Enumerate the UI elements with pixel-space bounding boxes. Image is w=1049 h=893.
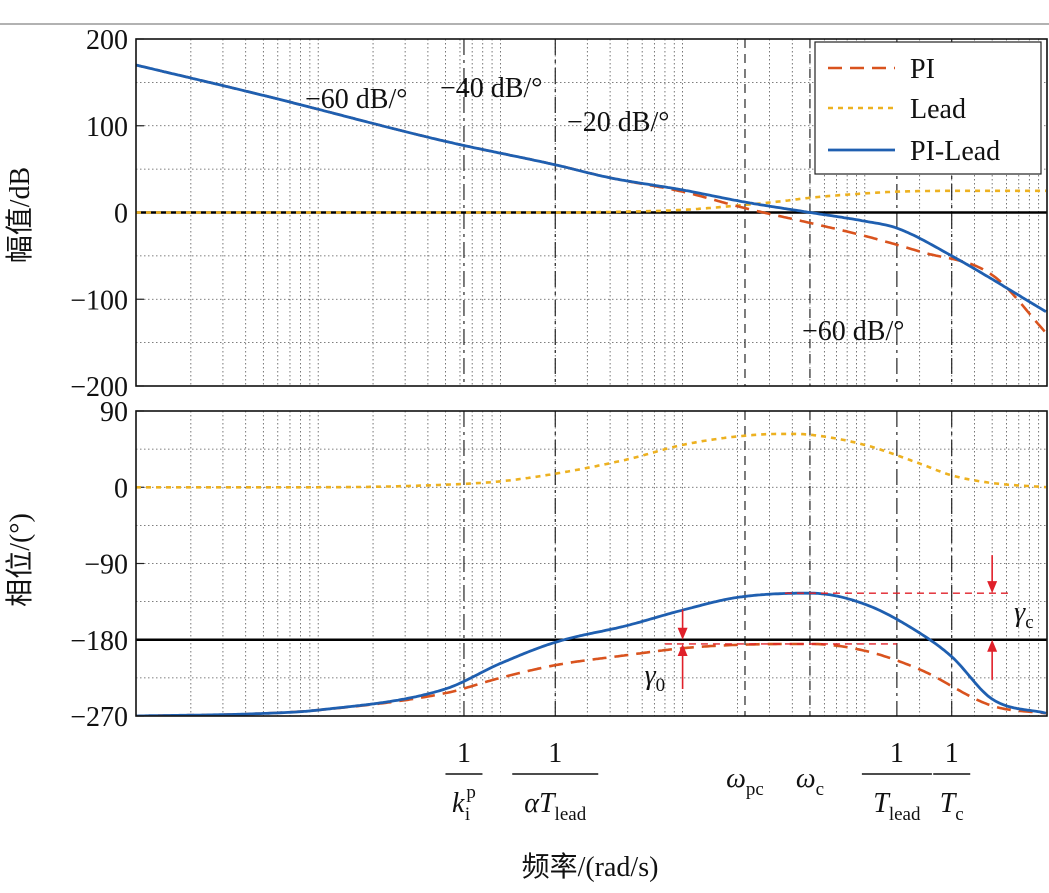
y-tick-label: −180 (70, 626, 128, 657)
series-lead-line (136, 189, 1046, 214)
axes-frame (135, 410, 1048, 717)
gamma0-arrow-top-head (677, 627, 688, 640)
marker-subscript: lead (555, 804, 587, 825)
series-lead-line (136, 432, 1047, 489)
magnitude-y-axis-label: 幅值/dB (4, 167, 36, 263)
y-tick-label: 200 (86, 25, 128, 56)
axes-frame (135, 38, 1048, 387)
legend-label-pi: PI (910, 54, 935, 85)
marker-numerator: 1 (457, 738, 471, 769)
marker-subscript: i (465, 804, 470, 825)
magnitude-panel: 200 100 0 −100 −200 (70, 25, 1048, 403)
legend-label-pi-lead: PI-Lead (910, 136, 1000, 167)
legend: PI Lead PI-Lead (814, 41, 1042, 175)
marker-superscript: p (466, 782, 476, 803)
marker-numerator: 1 (548, 738, 562, 769)
y-tick-label: 0 (114, 199, 128, 230)
gammac-subscript: c (1025, 612, 1033, 633)
y-tick-label: 0 (114, 473, 128, 504)
marker-numerator: 1 (945, 738, 959, 769)
y-tick-label: 100 (86, 112, 128, 143)
slope-annotation-3: −20 dB/° (567, 107, 669, 138)
legend-label-lead: Lead (910, 94, 966, 125)
slope-annotation-4: −60 dB/° (802, 316, 904, 347)
marker-subscript: c (955, 804, 963, 825)
marker-numerator: 1 (890, 738, 904, 769)
gamma0-subscript: 0 (656, 675, 666, 696)
marker-subscript: c (816, 779, 824, 800)
series-pi-lead-line (136, 591, 1047, 716)
y-tick-label: 90 (100, 397, 128, 428)
y-tick-label: −200 (70, 372, 128, 403)
gammac-arrow-top-head (987, 581, 998, 594)
y-tick-label: −90 (84, 550, 128, 581)
slope-annotation-2: −40 dB/° (440, 73, 542, 104)
gammac-arrow-bottom-head (987, 639, 998, 652)
y-tick-label: −100 (70, 285, 128, 316)
series-pi-lead-line (136, 63, 1047, 313)
slope-annotation-1: −60 dB/° (305, 84, 407, 115)
marker-subscript: lead (889, 804, 921, 825)
x-axis-label: 频率/(rad/s) (522, 851, 659, 883)
gamma0-arrow-bottom-head (677, 643, 688, 656)
marker-subscript: pc (746, 779, 764, 800)
y-tick-label: −270 (70, 702, 128, 733)
phase-y-axis-label: 相位/(°) (4, 513, 36, 607)
